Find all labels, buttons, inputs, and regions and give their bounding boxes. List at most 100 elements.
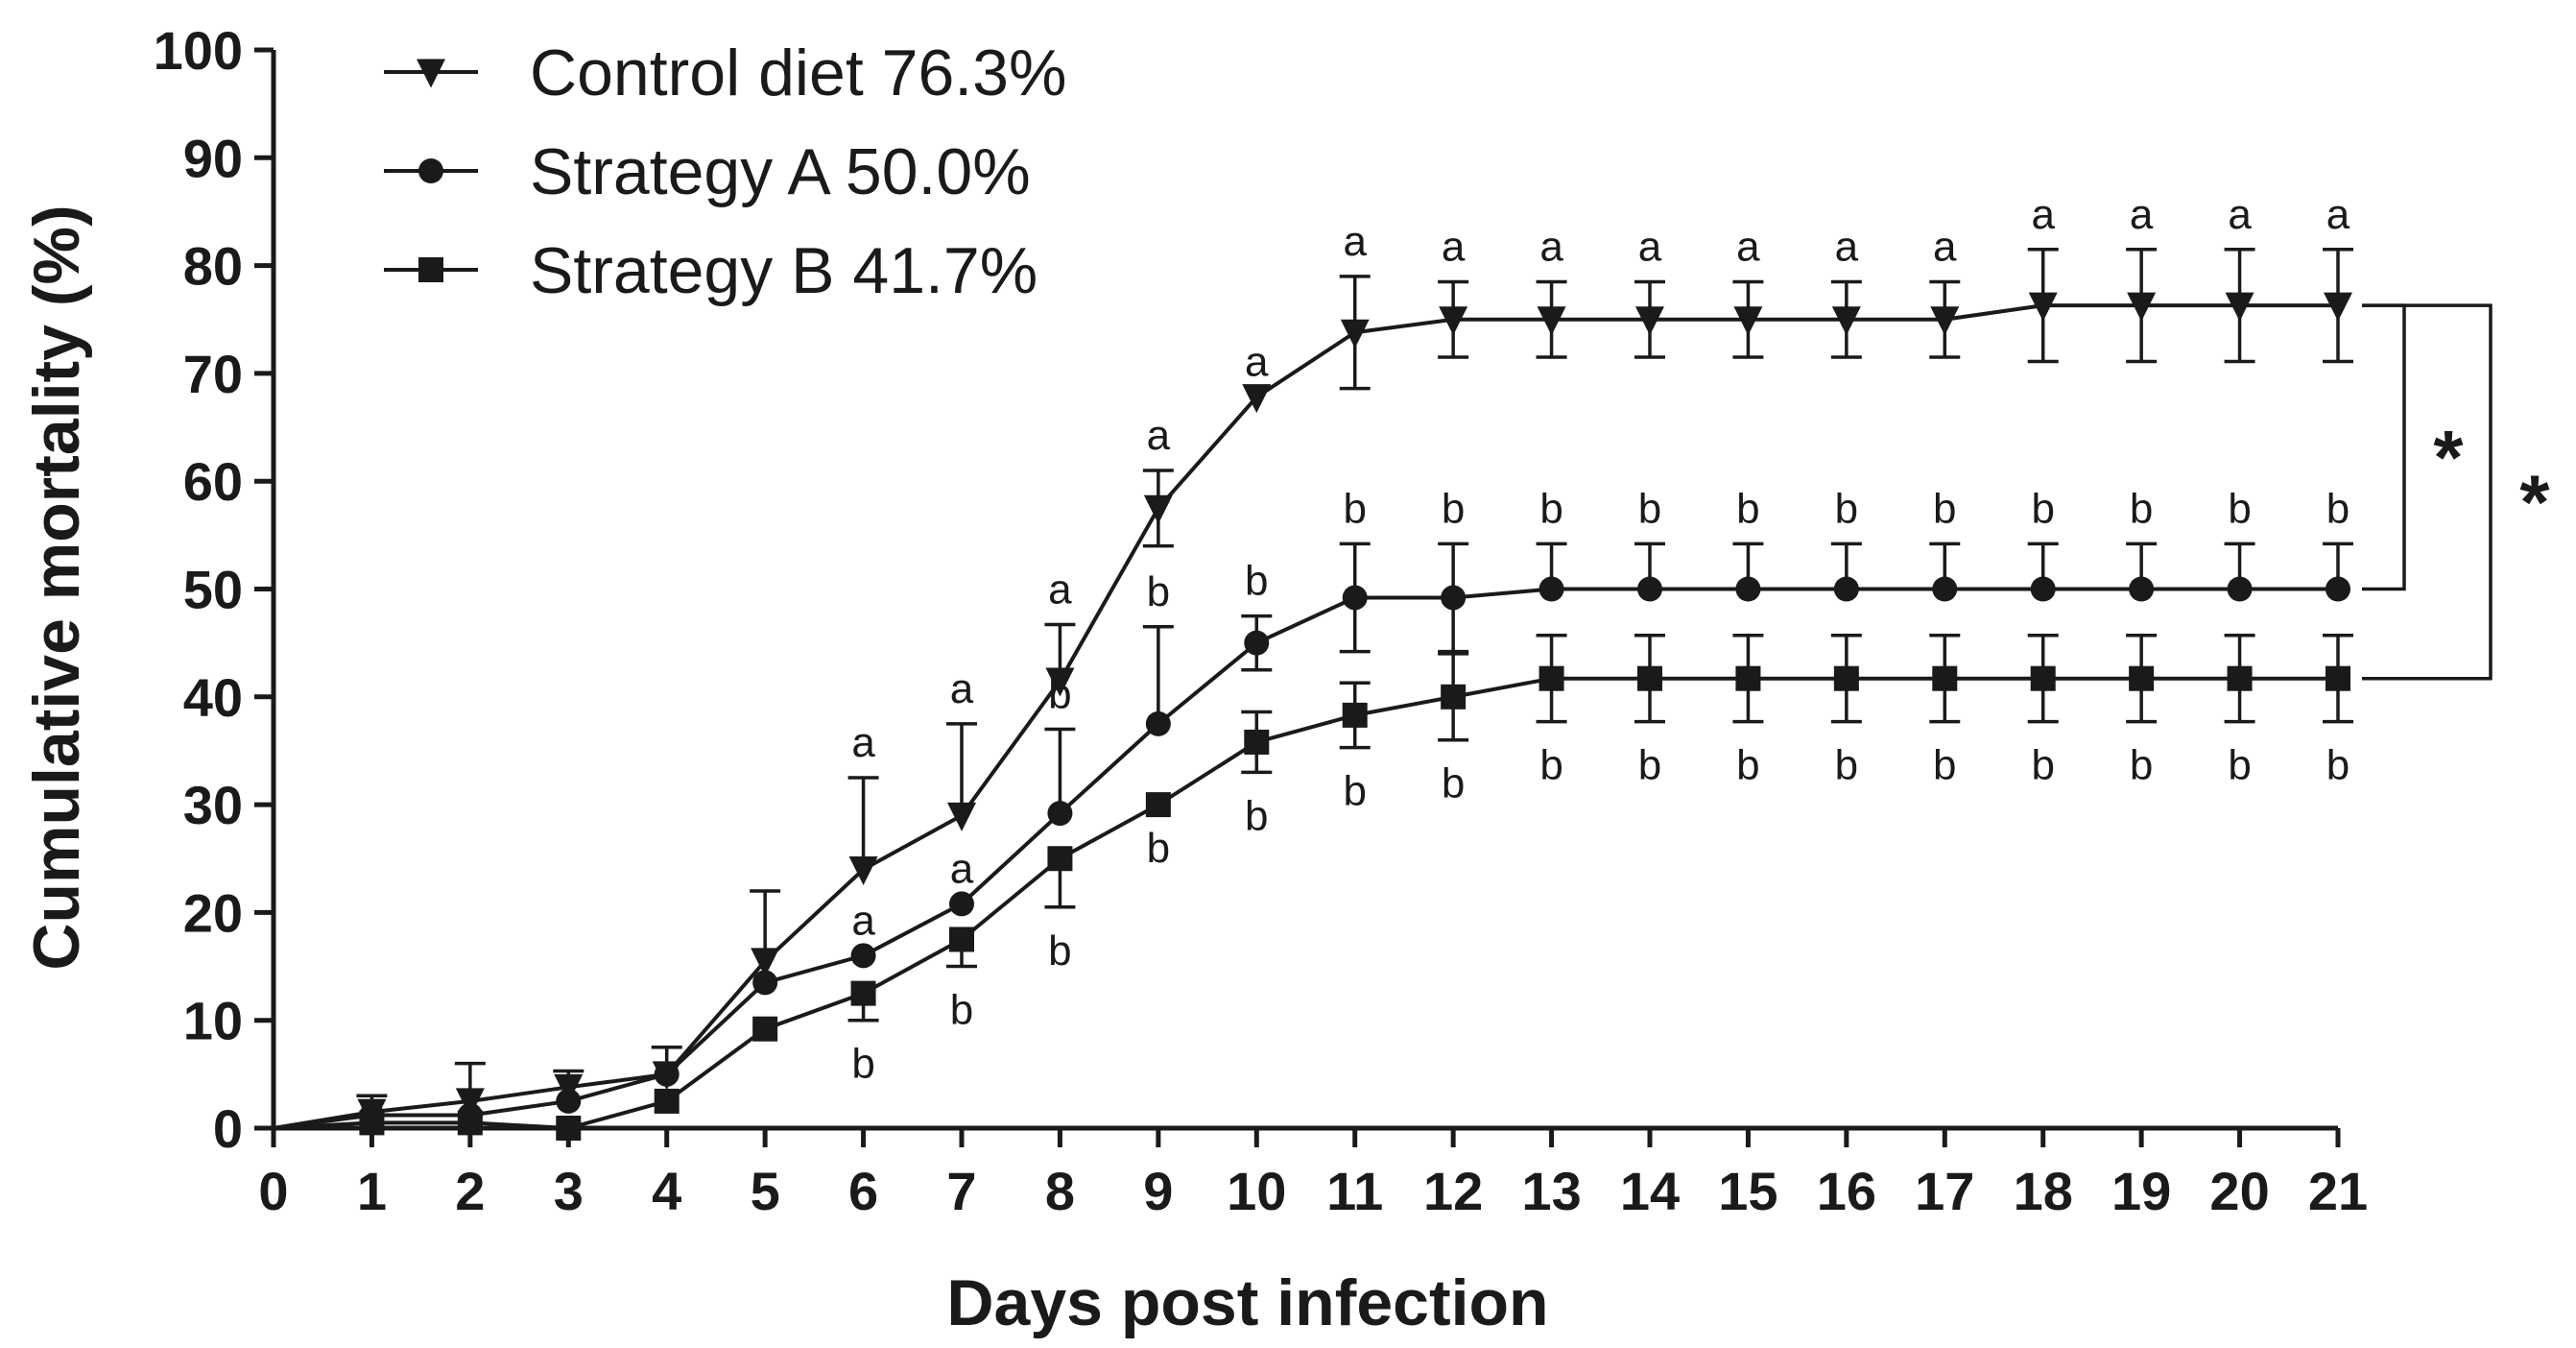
- significance-letter: a: [1736, 223, 1760, 270]
- significance-letter: b: [1539, 742, 1562, 789]
- y-tick-label: 30: [183, 775, 243, 835]
- legend-marker: [418, 257, 443, 282]
- data-point: [1047, 846, 1073, 872]
- data-point: [1244, 630, 1270, 656]
- y-tick-label: 40: [183, 667, 243, 728]
- data-point: [1932, 665, 1958, 691]
- x-tick-label: 5: [751, 1161, 780, 1221]
- significance-letter: b: [1048, 670, 1071, 717]
- significance-letter: b: [2326, 742, 2349, 789]
- data-point: [1735, 665, 1761, 691]
- data-point: [752, 970, 778, 996]
- legend-item: Strategy B 41.7%: [384, 234, 1038, 307]
- data-point: [2030, 576, 2056, 602]
- significance-star: *: [2519, 459, 2550, 544]
- y-tick-label: 100: [154, 20, 243, 81]
- legend-label: Strategy B 41.7%: [530, 234, 1038, 307]
- series-group: [273, 248, 2353, 1141]
- x-axis-title: Days post infection: [946, 1266, 1548, 1339]
- x-tick-label: 2: [455, 1161, 485, 1221]
- significance-letter: b: [1147, 568, 1170, 615]
- y-tick-label: 20: [183, 882, 243, 943]
- data-point: [1733, 306, 1763, 336]
- legend-label: Strategy A 50.0%: [530, 135, 1031, 208]
- x-tick-label: 6: [848, 1161, 878, 1221]
- data-point: [1637, 665, 1662, 691]
- data-point: [556, 1116, 582, 1141]
- significance-letter: b: [1343, 485, 1366, 532]
- legend: Control diet 76.3% Strategy A 50.0% Strate…: [384, 36, 1066, 307]
- x-tick-label: 12: [1423, 1161, 1483, 1221]
- significance-letter: a: [1539, 223, 1563, 270]
- data-point: [1145, 792, 1171, 818]
- y-tick-label: 0: [213, 1098, 243, 1159]
- legend-item: Control diet 76.3%: [384, 36, 1066, 109]
- significance-letter: a: [1933, 223, 1957, 270]
- data-point: [1342, 702, 1368, 728]
- y-axis-title: Cumulative mortality (%): [20, 205, 93, 970]
- significance-letter: b: [950, 987, 973, 1034]
- significance-letter: b: [1736, 742, 1759, 789]
- significance-letter: b: [2130, 742, 2153, 789]
- series-2: [273, 634, 2353, 1141]
- data-point: [2129, 576, 2155, 602]
- x-tick-label: 3: [554, 1161, 584, 1221]
- x-tick-label: 10: [1227, 1161, 1286, 1221]
- x-tick-label: 9: [1143, 1161, 1173, 1221]
- significance-brackets-group: **: [2362, 303, 2550, 681]
- significance-letter: b: [1245, 558, 1268, 605]
- axes-group: 0 1 2 3 4 5 6 7 8 9 10 11 12 13 14 15 16 17 18 19 20 21010203…: [154, 20, 2369, 1221]
- y-tick-label: 50: [183, 560, 243, 620]
- data-point: [2129, 665, 2155, 691]
- significance-star: *: [2433, 415, 2464, 500]
- data-point: [2227, 576, 2253, 602]
- data-point: [2326, 576, 2350, 602]
- significance-bracket: [2362, 303, 2493, 681]
- data-point: [554, 1073, 584, 1103]
- data-point: [1735, 576, 1761, 602]
- data-point: [1930, 306, 1960, 336]
- data-point: [1932, 576, 1958, 602]
- x-tick-label: 21: [2308, 1161, 2368, 1221]
- x-tick-label: 18: [2014, 1161, 2073, 1221]
- significance-letter: a: [950, 845, 974, 892]
- data-point: [2028, 292, 2058, 322]
- data-point: [2324, 292, 2352, 322]
- significance-letter: b: [851, 1041, 874, 1088]
- significance-letter: b: [2326, 485, 2349, 532]
- significance-letter: b: [2228, 485, 2251, 532]
- significance-letter: a: [1638, 223, 1662, 270]
- x-tick-label: 4: [652, 1161, 681, 1221]
- data-point: [455, 1088, 485, 1118]
- y-tick-label: 70: [183, 344, 243, 404]
- significance-letter: a: [2031, 191, 2055, 238]
- data-point: [1833, 665, 1859, 691]
- data-point: [850, 980, 876, 1006]
- legend-label: Control diet 76.3%: [530, 36, 1066, 109]
- x-tick-label: 19: [2111, 1161, 2171, 1221]
- legend-marker: [418, 158, 443, 183]
- significance-letter: b: [1638, 485, 1661, 532]
- significance-letter: b: [1933, 485, 1956, 532]
- significance-letter: b: [2130, 485, 2153, 532]
- data-point: [359, 1110, 385, 1136]
- data-point: [2030, 665, 2056, 691]
- significance-letter: b: [1245, 792, 1268, 839]
- data-point: [1342, 585, 1368, 611]
- data-point: [1145, 710, 1171, 736]
- data-point: [2326, 665, 2350, 691]
- x-tick-label: 16: [1817, 1161, 1876, 1221]
- data-point: [1833, 576, 1859, 602]
- data-point: [1441, 684, 1467, 710]
- data-point: [1340, 319, 1370, 349]
- significance-letter: a: [2326, 191, 2350, 238]
- y-tick-label: 10: [183, 991, 243, 1051]
- data-point: [752, 1016, 778, 1042]
- data-point: [949, 891, 974, 917]
- series-line: [273, 303, 2338, 1130]
- significance-letter: b: [1343, 768, 1366, 815]
- data-point: [1637, 576, 1662, 602]
- series-1: [273, 542, 2353, 1130]
- significance-letter: b: [1835, 742, 1858, 789]
